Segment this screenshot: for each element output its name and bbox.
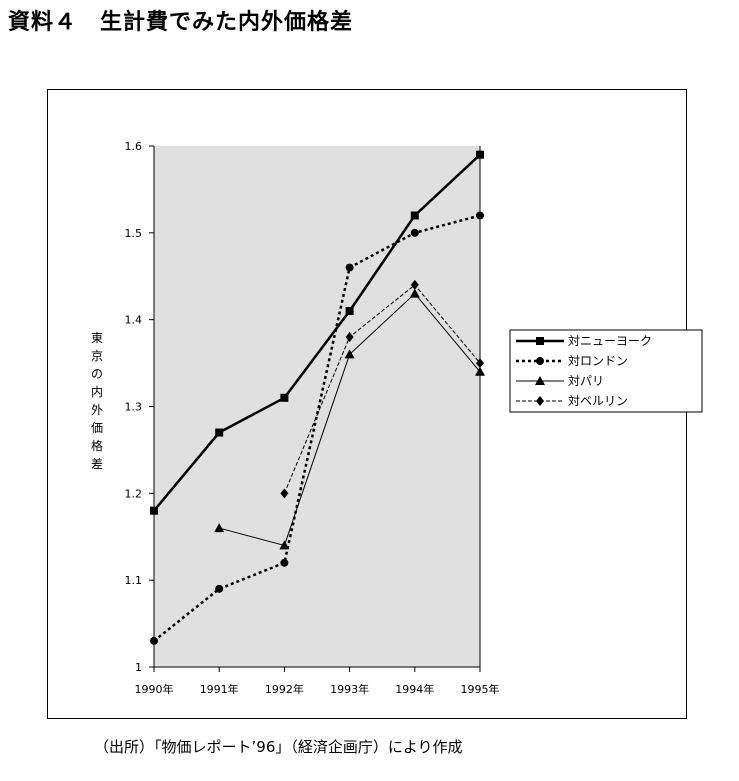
legend-item: 対パリ	[516, 374, 604, 388]
x-tick-label: 1995年	[461, 682, 500, 696]
y-tick-label: 1.1	[125, 574, 143, 587]
data-point-diamond	[280, 488, 289, 499]
series-line	[153, 153, 481, 512]
data-point-triangle	[409, 288, 420, 298]
data-point-triangle	[214, 523, 225, 533]
data-point-square	[150, 506, 158, 515]
data-point-square	[476, 150, 484, 159]
data-point-diamond	[410, 279, 419, 290]
legend-label: 対ロンドン	[568, 354, 628, 368]
x-tick-label: 1993年	[330, 682, 369, 696]
x-tick-label: 1990年	[135, 682, 174, 696]
legend-item: 対ロンドン	[516, 354, 628, 368]
data-point-diamond	[476, 358, 484, 369]
data-point-square	[410, 211, 419, 220]
legend-label: 対ニューヨーク	[568, 334, 652, 348]
data-point-circle	[150, 636, 158, 645]
data-point-circle	[476, 211, 484, 220]
legend-label: 対ベルリン	[568, 394, 628, 408]
x-tick-label: 1994年	[395, 682, 434, 696]
data-point-circle	[345, 263, 354, 272]
y-tick-label: 1.6	[125, 140, 143, 153]
y-axis-label: 東京の内外価格差	[91, 331, 103, 471]
data-point-diamond	[345, 332, 354, 343]
legend-item: 対ニューヨーク	[516, 334, 652, 348]
series-2	[150, 211, 484, 645]
page-title: 資料４ 生計費でみた内外価格差	[8, 10, 354, 35]
series-1	[150, 150, 484, 515]
x-tick-label: 1991年	[200, 682, 239, 696]
data-point-square	[280, 393, 289, 402]
series-line	[153, 214, 481, 642]
data-point-circle	[280, 558, 289, 567]
x-tick-label: 1992年	[265, 682, 304, 696]
source-note: （出所）「物価レポート’96」（経済企画庁）により作成	[94, 738, 463, 756]
y-tick-label: 1.2	[125, 487, 143, 500]
series-4	[280, 279, 484, 499]
legend-marker-square	[536, 337, 544, 345]
data-point-triangle	[344, 349, 355, 359]
y-tick-label: 1.5	[125, 227, 143, 240]
y-tick-label: 1.4	[125, 314, 143, 327]
legend-label: 対パリ	[568, 374, 604, 388]
data-point-circle	[410, 228, 419, 237]
legend-marker-triangle	[535, 376, 545, 385]
data-point-circle	[215, 584, 224, 593]
data-point-square	[345, 306, 354, 315]
legend-item: 対ベルリン	[516, 394, 628, 408]
data-point-square	[215, 428, 224, 437]
series-line	[283, 284, 481, 494]
series-3	[214, 288, 485, 550]
legend-marker-diamond	[536, 396, 544, 406]
y-tick-label: 1	[135, 661, 142, 674]
legend-marker-circle	[536, 357, 544, 365]
plot-area	[154, 146, 480, 667]
data-point-triangle	[475, 366, 485, 376]
data-point-triangle	[279, 540, 290, 550]
y-tick-label: 1.3	[125, 401, 143, 414]
